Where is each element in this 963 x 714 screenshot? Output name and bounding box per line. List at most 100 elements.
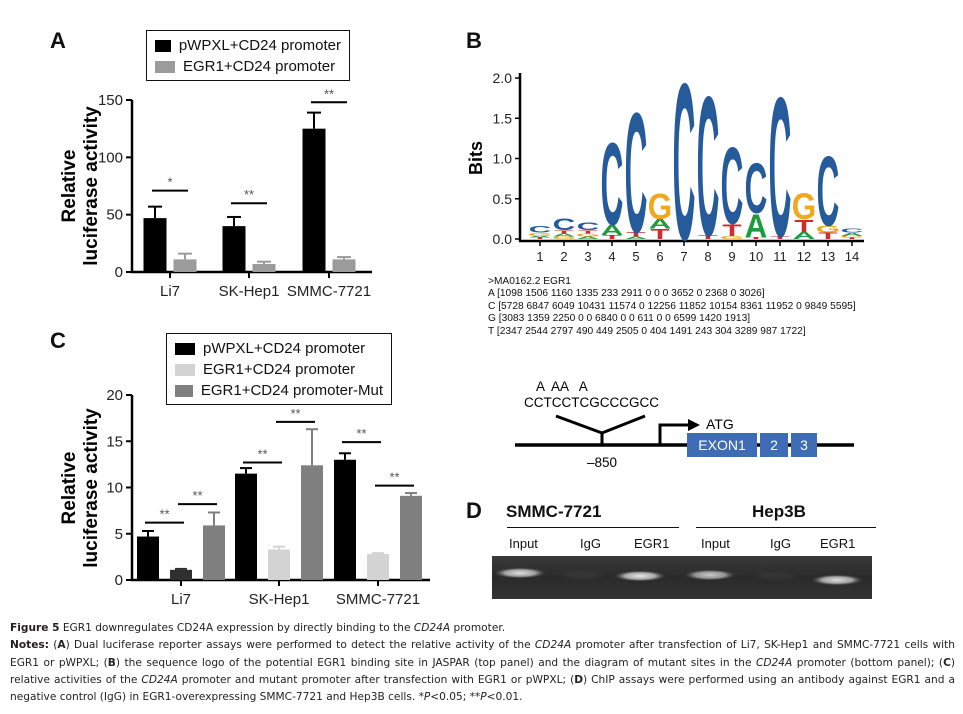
x-tick-label: SMMC-7721 xyxy=(336,591,420,608)
lane-label: EGR1 xyxy=(634,536,670,551)
logo-letter-g: G xyxy=(528,232,552,237)
gene-name: CD24A xyxy=(534,639,572,652)
position-label: –850 xyxy=(587,455,617,470)
panel-label-b: B xyxy=(466,28,482,53)
gel-group-title-smmc: SMMC-7721 xyxy=(506,502,602,521)
y-tick-label: 5 xyxy=(115,526,123,543)
bar xyxy=(235,473,257,580)
logo-letter-a: A xyxy=(625,236,648,240)
legend-c: pWPXL+CD24 promoter EGR1+CD24 promoter E… xyxy=(166,333,392,405)
gene-name: CD24A xyxy=(755,656,793,669)
mutation-letters: A AA A xyxy=(536,379,588,394)
gel-band xyxy=(749,570,801,582)
logo-letter-a: A xyxy=(553,233,576,238)
binding-sequence: CCTCCTCGCCCGCC xyxy=(524,395,659,410)
x-tick-label: Li7 xyxy=(160,283,180,300)
lane-label: EGR1 xyxy=(820,536,856,551)
matrix-header: >MA0162.2 EGR1 xyxy=(488,276,571,287)
legend-label: pWPXL+CD24 promoter xyxy=(178,37,341,54)
bar xyxy=(301,465,323,580)
x-tick-label: 13 xyxy=(821,249,835,264)
logo-letter-t: T xyxy=(578,229,598,234)
legend-label: pWPXL+CD24 promoter xyxy=(203,340,366,357)
caption-letter: D xyxy=(574,673,583,686)
y-axis-label: Bits xyxy=(466,141,486,175)
x-tick-label: 10 xyxy=(749,249,763,264)
matrix-row-g: G [3083 1359 2250 0 0 6840 0 0 611 0 0 6… xyxy=(488,313,751,325)
logo-letter-t: T xyxy=(818,231,837,241)
matrix-row-c: C [5728 6847 6049 10431 11574 0 12256 11… xyxy=(488,300,856,312)
caption-text: ) relative activities of the xyxy=(10,656,955,686)
bar xyxy=(170,569,192,580)
x-tick-label: SK-Hep1 xyxy=(249,591,310,608)
gel-band xyxy=(684,569,736,581)
x-tick-label: SMMC-7721 xyxy=(287,283,371,300)
panel-label-a: A xyxy=(50,28,66,53)
significance-label: ** xyxy=(159,507,169,522)
significance-label: ** xyxy=(389,470,399,485)
panel-label-d: D xyxy=(466,498,482,523)
caption-letter: A xyxy=(57,639,66,652)
logo-letter-c: C xyxy=(529,224,552,234)
group-underline xyxy=(696,527,876,528)
gel-band xyxy=(811,574,863,586)
legend-item: EGR1+CD24 promoter-Mut xyxy=(175,380,383,401)
atg-label: ATG xyxy=(706,416,734,432)
notes-label: Notes: xyxy=(10,639,49,652)
logo-letter-t: T xyxy=(746,237,766,240)
p-symbol: P xyxy=(480,691,487,704)
caption-title-text: EGR1 downregulates CD24A expression by d… xyxy=(59,622,414,634)
logo-letter-t: T xyxy=(770,235,790,240)
caption-text: promoter and mutant promoter after trans… xyxy=(177,673,575,686)
y-tick-label: 1.5 xyxy=(493,110,513,126)
bar xyxy=(400,495,422,580)
caption-text: ) ChIP assays were performed using an an… xyxy=(10,673,955,704)
legend-swatch xyxy=(155,39,171,52)
x-tick-label: SK-Hep1 xyxy=(219,283,280,300)
legend-swatch xyxy=(175,342,195,355)
caption-text: <0.01. xyxy=(486,691,523,704)
y-tick-label: 0 xyxy=(115,264,123,281)
logo-letter-a: A xyxy=(745,207,768,244)
y-axis-label-line2: luciferase activity xyxy=(81,408,102,568)
caption-title: Figure 5 EGR1 downregulates CD24A expres… xyxy=(10,620,955,637)
caption-text: ) the sequence logo of the potential EGR… xyxy=(115,656,756,669)
y-axis-label-line1: Relative xyxy=(59,452,80,525)
legend-swatch xyxy=(175,363,195,376)
x-tick-label: 14 xyxy=(845,249,859,264)
logo-letter-c: C xyxy=(577,220,600,232)
logo-letter-c: C xyxy=(817,135,840,247)
y-axis-label-line2: luciferase activity xyxy=(81,106,102,266)
exon2-label: 2 xyxy=(770,437,778,453)
chart-a: Relative luciferase activity 0 50 100 150 Li… xyxy=(59,86,372,300)
x-tick-label: 8 xyxy=(704,249,711,264)
significance-label: ** xyxy=(324,86,334,101)
x-tick-label: 12 xyxy=(797,249,811,264)
bar xyxy=(367,554,389,580)
y-tick-label: 100 xyxy=(98,149,123,166)
logo-letter-c: C xyxy=(841,228,864,234)
gel-band xyxy=(494,567,546,579)
bar xyxy=(252,263,276,272)
significance-label: ** xyxy=(192,488,202,503)
exon3-box xyxy=(791,433,817,457)
caption-text: <0.05; ** xyxy=(430,691,481,704)
x-tick-label: 5 xyxy=(632,249,639,264)
bar xyxy=(222,226,246,272)
bar xyxy=(332,259,356,272)
legend-item: EGR1+CD24 promoter xyxy=(155,56,341,77)
significance-label: ** xyxy=(257,447,267,462)
gel-background xyxy=(492,556,872,599)
logo-letter-t: T xyxy=(794,216,814,236)
chart-c: Relative luciferase activity 0 5 10 15 20 Li7… xyxy=(59,387,430,608)
panel-label-c: C xyxy=(50,328,66,353)
logo-letter-g: G xyxy=(816,224,840,235)
exon2-box xyxy=(760,433,788,457)
logo-letter-t: T xyxy=(530,237,550,240)
bar xyxy=(302,128,326,272)
y-tick-label: 0 xyxy=(115,572,123,589)
exon1-label: EXON1 xyxy=(698,437,746,453)
legend-label: EGR1+CD24 promoter-Mut xyxy=(200,382,383,399)
logo-letter-a: A xyxy=(601,223,624,239)
significance-label: ** xyxy=(290,406,300,421)
